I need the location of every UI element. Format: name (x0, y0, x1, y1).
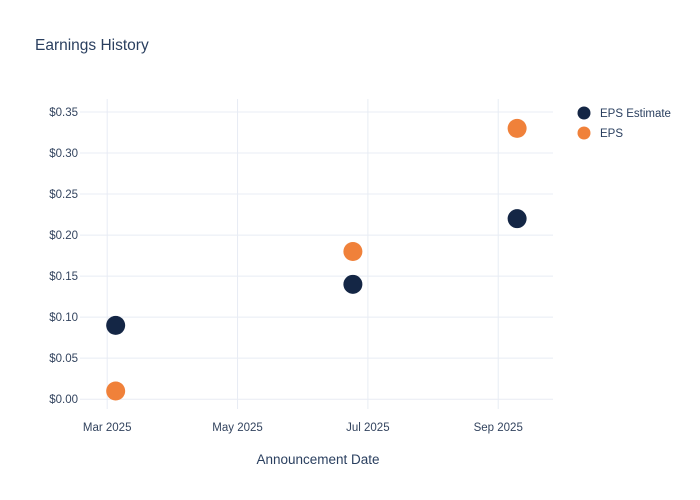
legend: EPS Estimate EPS (577, 106, 671, 141)
y-tick-label: $0.25 (49, 189, 78, 201)
y-axis-tick-labels: $0.00 $0.05 $0.10 $0.15 $0.20 $0.25 $0.30 $0.35 (49, 107, 78, 406)
y-tick-label: $0.15 (49, 271, 78, 283)
x-axis-tick-labels: Mar 2025 May 2025 Jul 2025 Sep 2025 (83, 422, 523, 434)
data-point-eps[interactable] (343, 241, 363, 261)
legend-marker-eps-estimate (577, 106, 591, 120)
x-tick-label: May 2025 (212, 422, 263, 434)
y-tick-label: $0.30 (49, 148, 78, 160)
legend-item-eps[interactable]: EPS (577, 126, 624, 141)
x-tick-label: Mar 2025 (83, 422, 132, 434)
x-tick-label: Jul 2025 (346, 422, 389, 434)
y-tick-label: $0.35 (49, 107, 78, 119)
legend-marker-eps (577, 126, 591, 140)
data-point-eps[interactable] (507, 118, 527, 138)
y-tick-label: $0.10 (49, 312, 78, 324)
vertical-gridlines (106, 99, 499, 409)
data-points (106, 118, 527, 401)
data-point-eps-estimate[interactable] (507, 209, 527, 229)
y-tick-label: $0.20 (49, 230, 78, 242)
data-point-eps[interactable] (106, 381, 126, 401)
horizontal-gridlines (80, 111, 553, 400)
legend-label: EPS (600, 128, 623, 140)
y-tick-label: $0.05 (49, 353, 78, 365)
x-axis-title: Announcement Date (256, 452, 379, 467)
legend-item-eps-estimate[interactable]: EPS Estimate (577, 106, 671, 121)
data-point-eps-estimate[interactable] (343, 274, 363, 294)
y-tick-label: $0.00 (49, 394, 78, 406)
legend-label: EPS Estimate (600, 108, 671, 120)
data-point-eps-estimate[interactable] (106, 315, 126, 335)
x-tick-label: Sep 2025 (474, 422, 523, 434)
chart-title: Earnings History (35, 37, 149, 54)
